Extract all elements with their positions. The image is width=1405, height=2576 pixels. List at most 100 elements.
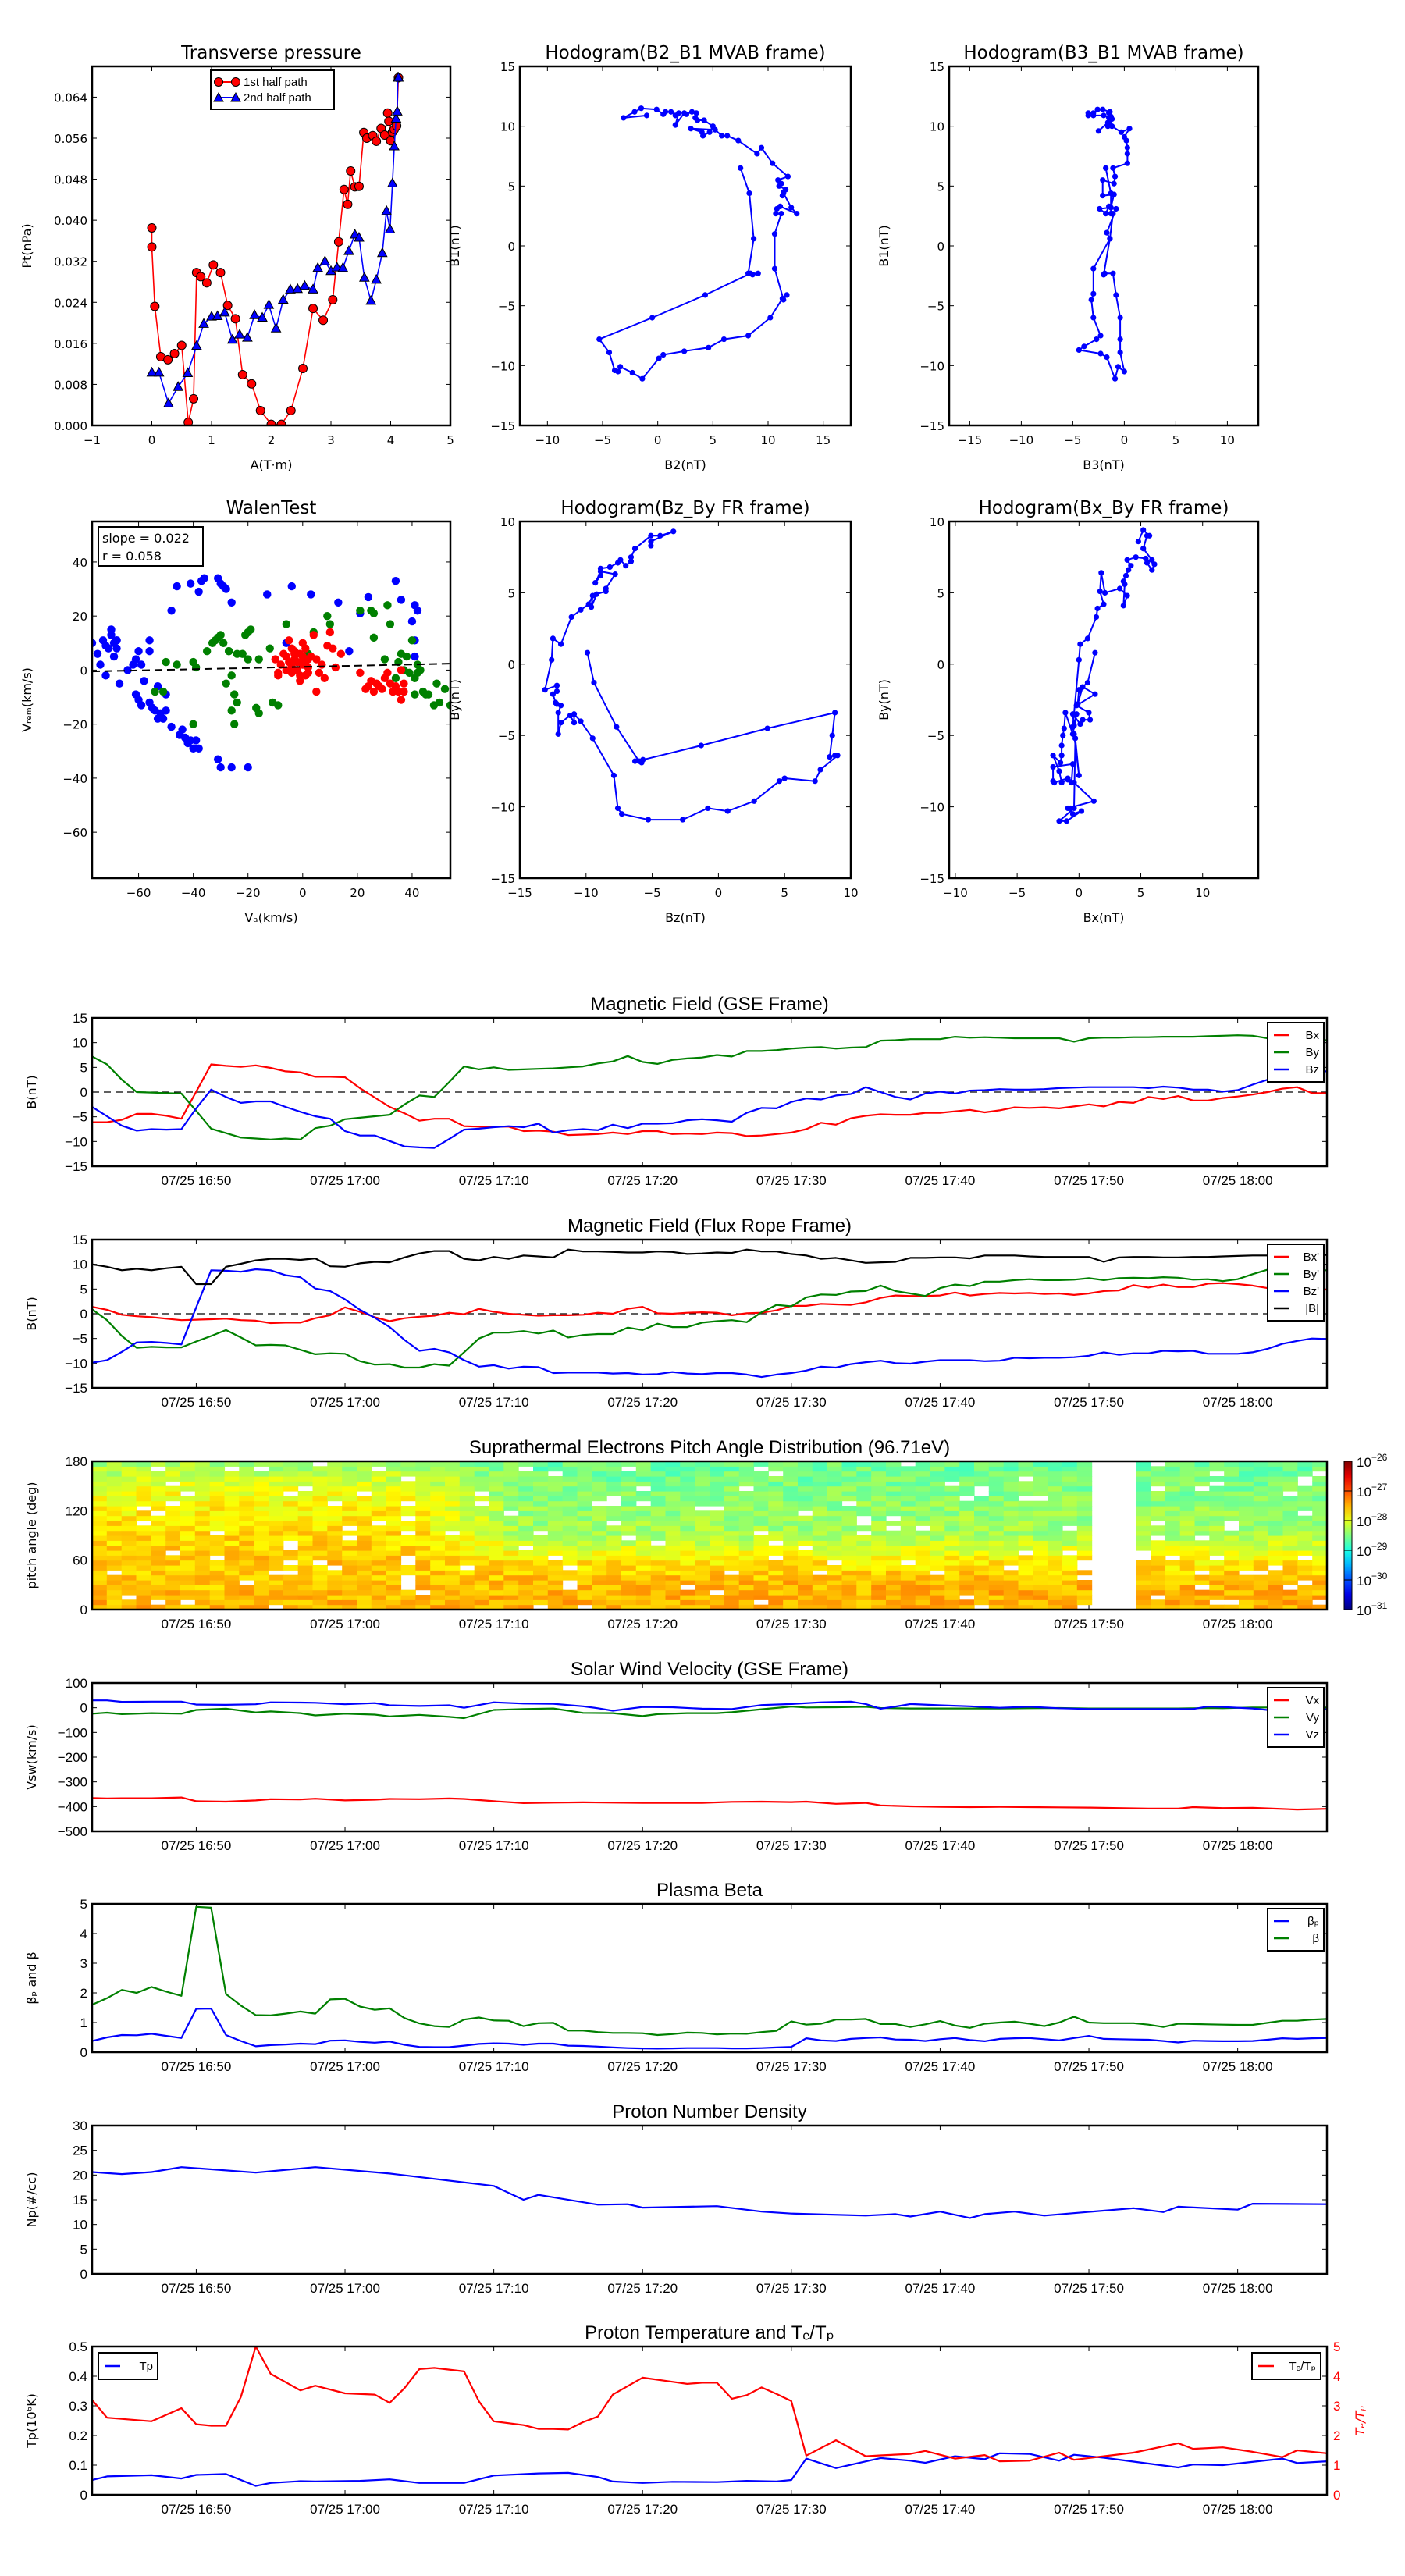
heatmap-cell: [798, 1535, 813, 1541]
annotation-box: [98, 526, 204, 567]
heatmap-cell: [871, 1461, 887, 1467]
x-tick-label: 07/25 17:20: [607, 1838, 678, 1853]
heatmap-cell: [371, 1530, 387, 1536]
heatmap-cell: [680, 1471, 695, 1477]
heatmap-cell: [180, 1574, 196, 1581]
heatmap-cell: [1179, 1491, 1196, 1496]
x-axis-label: Bx(nT): [1083, 910, 1125, 925]
heatmap-cell: [1194, 1500, 1210, 1507]
heatmap-cell: [886, 1604, 902, 1610]
heatmap-cell: [1048, 1510, 1063, 1517]
heatmap-cell: [1297, 1535, 1313, 1541]
data-point: [92, 639, 97, 647]
data-point: [208, 260, 219, 270]
heatmap-cell: [194, 1565, 211, 1571]
heatmap-cell: [606, 1604, 622, 1610]
heatmap-cell: [812, 1565, 828, 1571]
heatmap-cell: [151, 1461, 166, 1467]
y-tick-label: 1: [80, 2016, 87, 2030]
x-tick-label: 07/25 17:10: [459, 2502, 529, 2517]
heatmap-cell: [841, 1506, 857, 1511]
heatmap-cell: [738, 1461, 755, 1467]
data-point: [219, 306, 230, 317]
heatmap-cell: [283, 1485, 299, 1492]
heatmap-cell: [1179, 1496, 1196, 1502]
heatmap-cell: [680, 1510, 695, 1517]
y-tick-label: −100: [58, 1725, 87, 1740]
heatmap-cell: [900, 1515, 916, 1521]
heatmap-cell: [400, 1604, 416, 1610]
legend-label: Bx': [1304, 1251, 1320, 1264]
data-point: [1051, 779, 1058, 786]
heatmap-cell: [606, 1540, 622, 1546]
data-point: [1094, 336, 1100, 343]
heatmap-cell: [812, 1530, 828, 1536]
data-point: [286, 405, 296, 415]
heatmap-cell: [106, 1500, 123, 1507]
heatmap-cell: [783, 1595, 799, 1600]
heatmap-cell: [798, 1466, 813, 1472]
heatmap-cell: [738, 1510, 755, 1517]
data-point: [346, 166, 356, 176]
heatmap-cell: [430, 1540, 446, 1546]
heatmap-cell: [753, 1589, 769, 1596]
heatmap-cell: [342, 1485, 357, 1492]
heatmap-cell: [224, 1481, 240, 1487]
heatmap-cell: [1003, 1530, 1019, 1536]
heatmap-cell: [489, 1545, 504, 1551]
heatmap-cell: [1224, 1530, 1240, 1536]
heatmap-cell: [415, 1585, 431, 1591]
heatmap-cell: [209, 1510, 226, 1517]
heatmap-cell: [297, 1515, 314, 1521]
heatmap-cell: [871, 1545, 887, 1551]
x-tick-label: 07/25 17:50: [1054, 1173, 1124, 1188]
data-point: [167, 722, 176, 731]
data-point: [378, 685, 386, 693]
heatmap-cell: [768, 1496, 784, 1502]
legend-box: [210, 69, 335, 110]
heatmap-cell: [900, 1555, 916, 1561]
heatmap-cell: [415, 1476, 431, 1482]
heatmap-cell: [445, 1604, 461, 1610]
data-point: [196, 272, 206, 282]
y-tick-label: −10: [919, 801, 944, 815]
heatmap-cell: [665, 1530, 681, 1536]
heatmap-cell: [459, 1555, 475, 1561]
heatmap-cell: [254, 1574, 269, 1581]
heatmap-cell: [1003, 1599, 1019, 1606]
heatmap-cell: [1003, 1595, 1019, 1600]
heatmap-cell: [724, 1530, 740, 1536]
heatmap-cell: [254, 1481, 269, 1487]
heatmap-cell: [1282, 1481, 1298, 1487]
y-tick-label: 10: [930, 515, 944, 529]
heatmap-cell: [1151, 1476, 1166, 1482]
heatmap-cell: [635, 1604, 652, 1610]
right-tick-label: 3: [1333, 2399, 1340, 2414]
heatmap-cell: [1239, 1510, 1254, 1517]
heatmap-cell: [312, 1530, 328, 1536]
heatmap-cell: [194, 1545, 211, 1551]
heatmap-cell: [489, 1589, 504, 1596]
heatmap-cell: [886, 1506, 902, 1511]
heatmap-cell: [474, 1515, 490, 1521]
heatmap-cell: [327, 1510, 343, 1517]
heatmap-cell: [430, 1476, 446, 1482]
heatmap-cell: [1209, 1525, 1225, 1532]
data-point: [1101, 589, 1108, 596]
x-tick-label: 07/25 18:00: [1203, 2059, 1273, 2074]
heatmap-cell: [665, 1565, 681, 1571]
data-point: [606, 564, 613, 571]
y-tick-label: 10: [930, 120, 944, 134]
heatmap-cell: [665, 1510, 681, 1517]
heatmap-cell: [1179, 1530, 1196, 1536]
legend-item: Vy: [1274, 1711, 1319, 1724]
heatmap-cell: [239, 1555, 254, 1561]
heatmap-cell: [357, 1496, 372, 1502]
data-point: [606, 349, 613, 356]
x-tick-label: 07/25 17:40: [905, 1173, 976, 1188]
heatmap-cell: [209, 1580, 226, 1585]
heatmap-cell: [1282, 1604, 1298, 1610]
heatmap-cell: [269, 1500, 284, 1507]
heatmap-cell: [680, 1496, 695, 1502]
